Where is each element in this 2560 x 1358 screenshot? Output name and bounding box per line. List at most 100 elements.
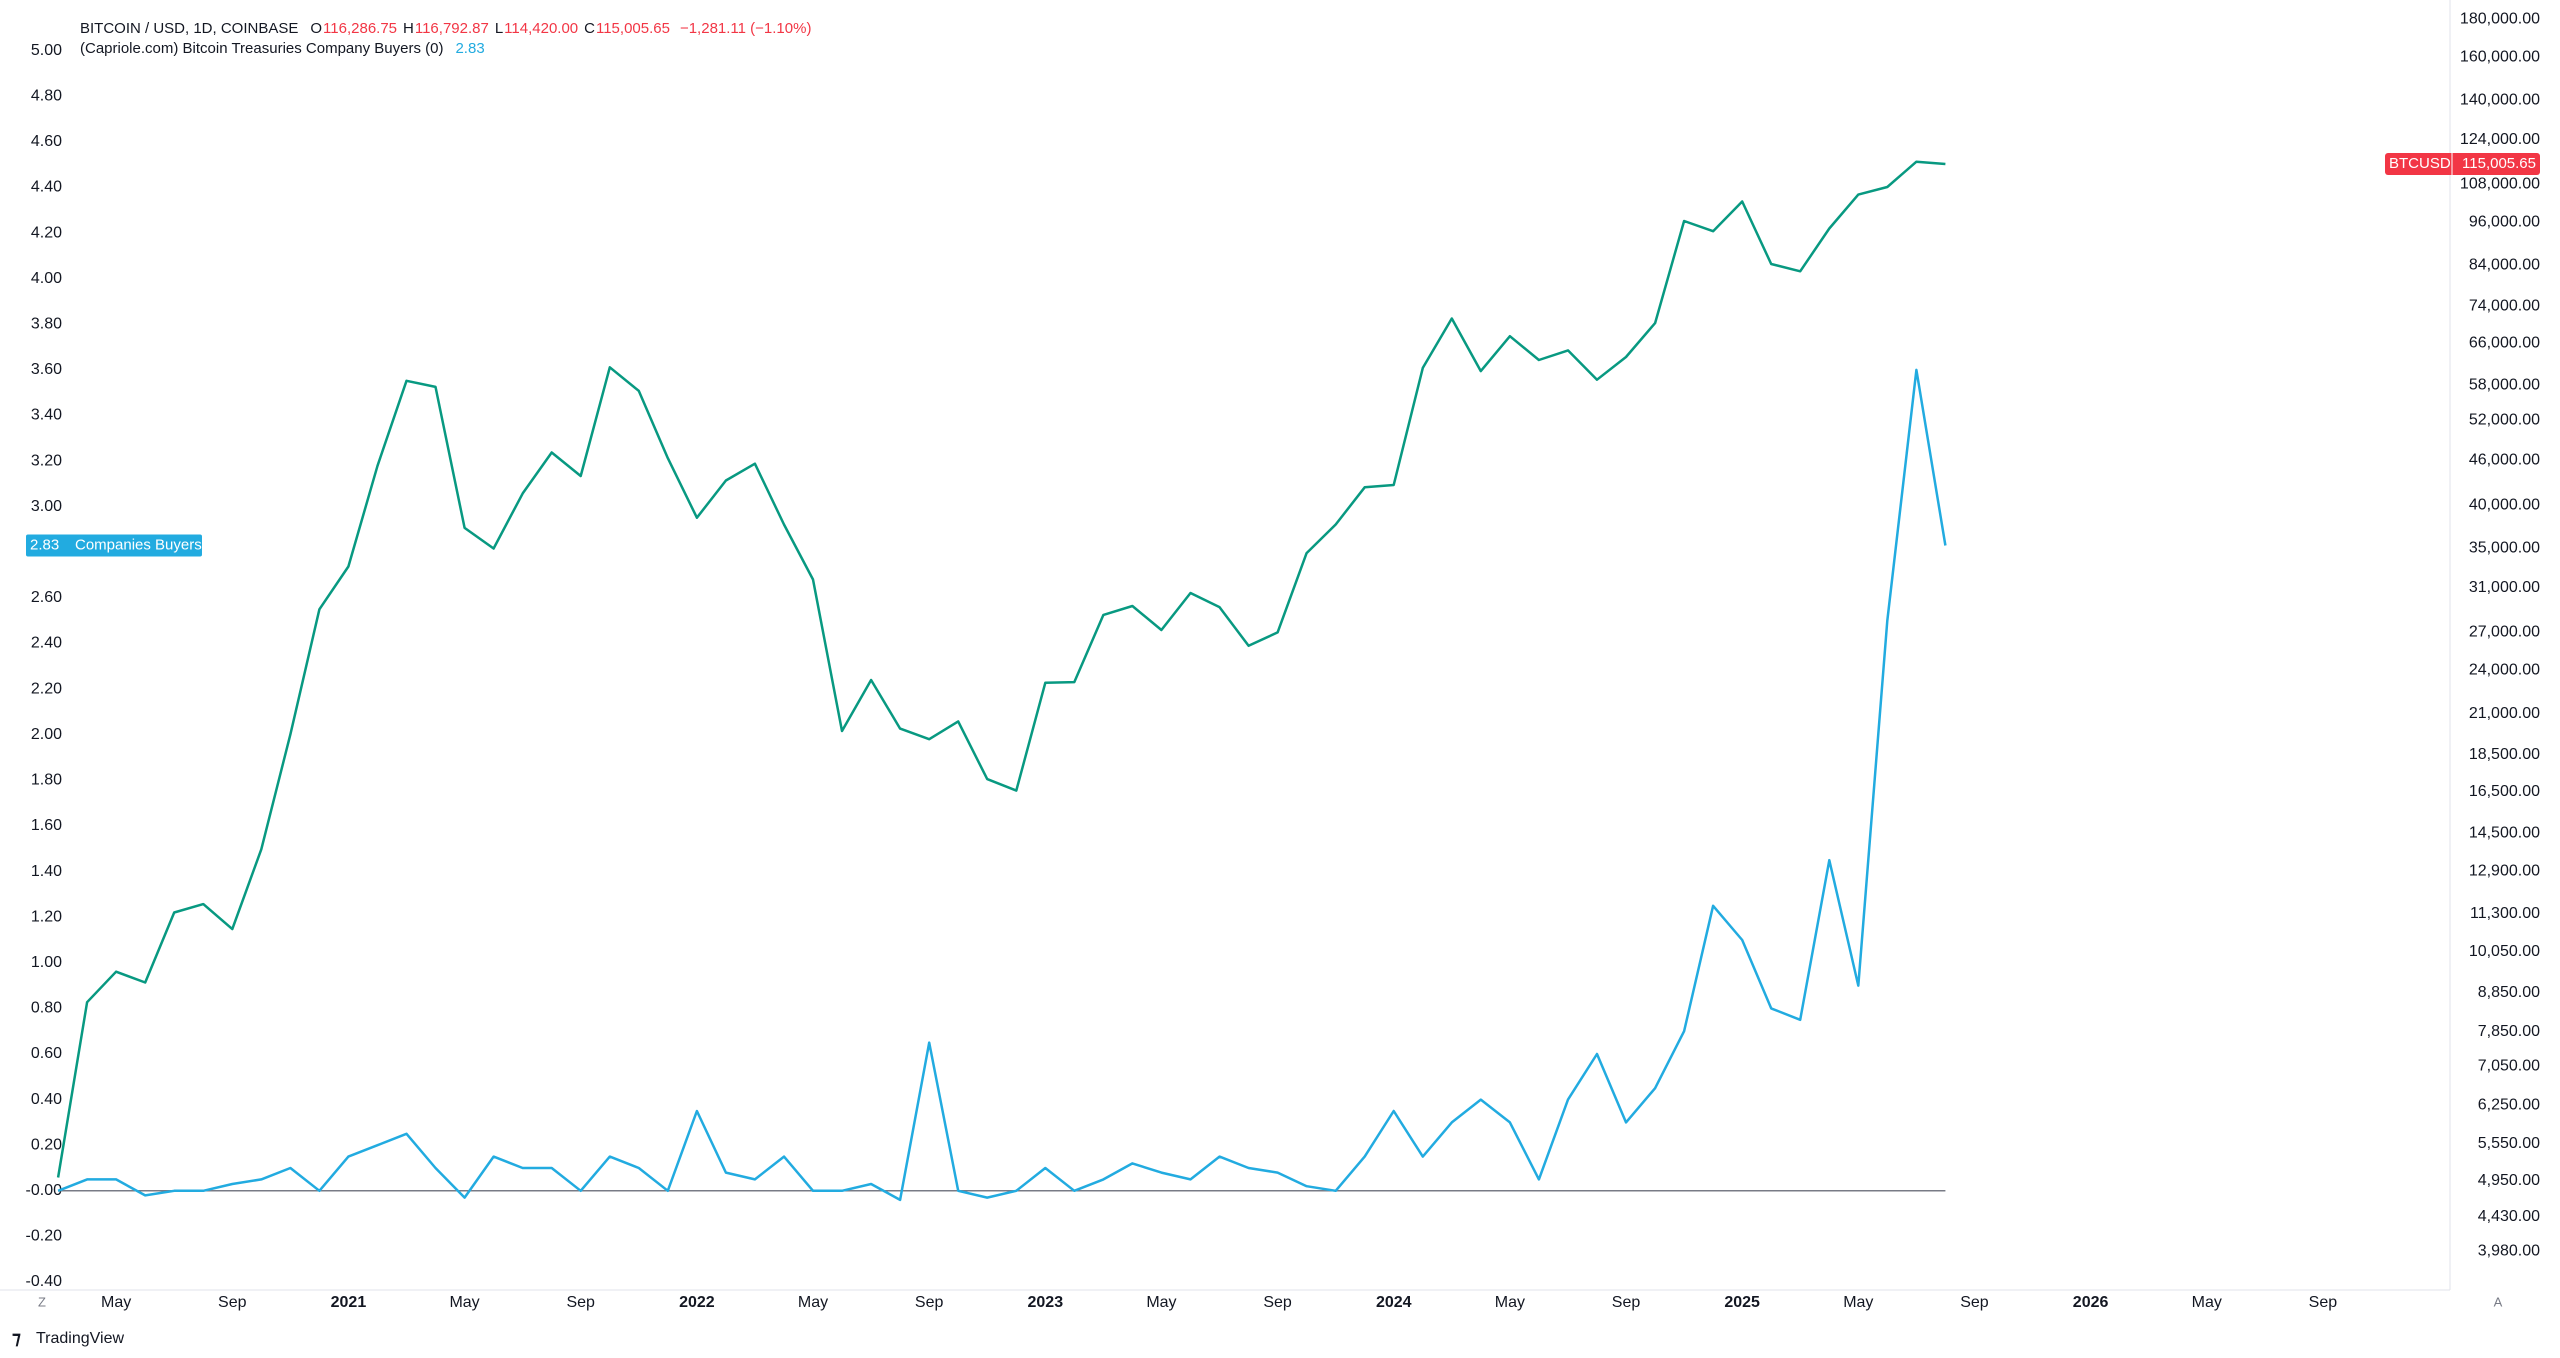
y2-tick-label: 4,430.00: [2478, 1208, 2540, 1225]
y2-tick-label: 7,850.00: [2478, 1023, 2540, 1040]
y2-tick-label: 10,050.00: [2469, 943, 2540, 960]
price-badge-name: BTCUSD: [2389, 155, 2451, 172]
ohlc-value: 115,005.65: [596, 20, 670, 37]
indicator-badge-value: 2.83: [30, 536, 59, 553]
y2-tick-label: 46,000.00: [2469, 451, 2540, 468]
indicator-badge: 2.83 Companies Buyers: [26, 534, 202, 557]
y-tick-label: 5.00: [31, 42, 62, 59]
x-tick-label: 2022: [679, 1294, 715, 1311]
y-tick-label: 3.60: [31, 361, 62, 378]
y-tick-label: 0.40: [31, 1091, 62, 1108]
y-tick-label: -0.00: [26, 1182, 63, 1199]
x-tick-label: May: [449, 1294, 479, 1311]
y-tick-label: 3.00: [31, 498, 62, 515]
brand: ⁊ TradingView: [12, 1328, 124, 1348]
series-line: [57, 368, 1947, 1202]
indicator-title: (Capriole.com) Bitcoin Treasuries Compan…: [80, 40, 443, 57]
price-change: −1,281.11 (−1.10%): [680, 20, 811, 37]
series-line: [56, 160, 1946, 1178]
y-tick-label: 2.20: [31, 680, 62, 697]
x-tick-label: 2024: [1376, 1294, 1412, 1311]
y2-tick-label: 5,550.00: [2478, 1135, 2540, 1152]
brand-logo: ⁊: [12, 1328, 21, 1348]
y2-tick-label: 3,980.00: [2478, 1242, 2540, 1259]
y2-tick-label: 124,000.00: [2460, 131, 2540, 148]
price-badge: BTCUSD 115,005.65: [2385, 152, 2540, 175]
x-tick-label: May: [2192, 1294, 2222, 1311]
x-tick-label: Sep: [1960, 1294, 1989, 1311]
x-tick-label: May: [1843, 1294, 1873, 1311]
x-tick-label: Sep: [2309, 1294, 2338, 1311]
y-tick-label: 3.80: [31, 315, 62, 332]
y2-tick-label: 12,900.00: [2469, 862, 2540, 879]
y-tick-label: 1.00: [31, 954, 62, 971]
ohlc-value: 116,286.75: [323, 20, 397, 37]
ohlc-key: L: [495, 20, 503, 37]
zoom-button[interactable]: Z: [38, 1294, 46, 1309]
x-tick-label: May: [1495, 1294, 1525, 1311]
y-tick-label: 4.20: [31, 224, 62, 241]
x-tick-label: Sep: [1263, 1294, 1292, 1311]
x-tick-label: Sep: [566, 1294, 595, 1311]
price-badge-bg: [2385, 152, 2540, 175]
y2-tick-label: 35,000.00: [2469, 540, 2540, 557]
x-tick-label: May: [101, 1294, 131, 1311]
x-tick-label: Sep: [1612, 1294, 1641, 1311]
ohlc-key: H: [403, 20, 414, 37]
y-tick-label: 2.40: [31, 635, 62, 652]
y2-tick-label: 40,000.00: [2469, 497, 2540, 514]
symbol-title: BITCOIN / USD, 1D, COINBASE: [80, 20, 298, 37]
y-tick-label: 2.00: [31, 726, 62, 743]
price-badge-value: 115,005.65: [2462, 155, 2536, 172]
x-tick-label: 2021: [331, 1294, 367, 1311]
ohlc-key: C: [584, 20, 595, 37]
y2-tick-label: 24,000.00: [2469, 662, 2540, 679]
y2-tick-label: 96,000.00: [2469, 214, 2540, 231]
indicator-badge-name: Companies Buyers: [75, 536, 202, 553]
y-tick-label: 1.20: [31, 908, 62, 925]
y-tick-label: 3.40: [31, 407, 62, 424]
auto-scale-button[interactable]: A: [2494, 1294, 2503, 1309]
y-tick-label: -0.20: [26, 1228, 63, 1245]
y-tick-label: 0.80: [31, 1000, 62, 1017]
y-tick-label: 1.60: [31, 817, 62, 834]
y2-tick-label: 108,000.00: [2460, 176, 2540, 193]
symbol-header: BITCOIN / USD, 1D, COINBASE O 116,286.75 H 1…: [80, 20, 811, 37]
y2-tick-label: 21,000.00: [2469, 705, 2540, 722]
ohlc-key: O: [310, 20, 322, 37]
y2-tick-label: 11,300.00: [2470, 905, 2540, 922]
y2-tick-label: 66,000.00: [2469, 335, 2540, 352]
ohlc-value: 114,420.00: [504, 20, 578, 37]
y-tick-label: 4.60: [31, 133, 62, 150]
x-tick-label: 2025: [1724, 1294, 1760, 1311]
indicator-badge-bg: [26, 534, 202, 557]
ohlc-value: 116,792.87: [415, 20, 489, 37]
x-tick-label: May: [798, 1294, 828, 1311]
y-tick-label: 0.60: [31, 1045, 62, 1062]
y2-tick-label: 8,850.00: [2478, 984, 2540, 1001]
y-tick-label: 4.40: [31, 179, 62, 196]
y-tick-label: 4.80: [31, 87, 62, 104]
y2-tick-label: 180,000.00: [2460, 10, 2540, 27]
y2-tick-label: 6,250.00: [2478, 1097, 2540, 1114]
x-tick-label: May: [1146, 1294, 1176, 1311]
y-tick-label: 1.80: [31, 772, 62, 789]
y-tick-label: 3.20: [31, 452, 62, 469]
indicator-value: 2.83: [455, 40, 484, 57]
x-tick-label: 2026: [2073, 1294, 2109, 1311]
y2-tick-label: 52,000.00: [2469, 412, 2540, 429]
y2-tick-label: 140,000.00: [2460, 92, 2540, 109]
x-tick-label: 2023: [1028, 1294, 1064, 1311]
y2-tick-label: 16,500.00: [2469, 783, 2540, 800]
y2-tick-label: 31,000.00: [2469, 579, 2540, 596]
x-tick-label: Sep: [218, 1294, 247, 1311]
y-tick-label: 1.40: [31, 863, 62, 880]
y-tick-label: -0.40: [26, 1273, 63, 1290]
y2-tick-label: 14,500.00: [2469, 825, 2540, 842]
y2-tick-label: 84,000.00: [2469, 257, 2540, 274]
y-tick-label: 4.00: [31, 270, 62, 287]
y-tick-label: 0.20: [31, 1136, 62, 1153]
